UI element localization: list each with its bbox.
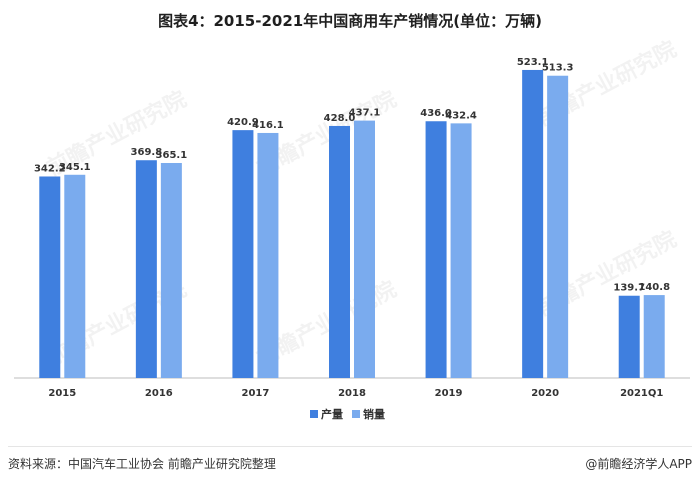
data-label: 416.1	[252, 120, 284, 131]
chart-title: 图表4：2015-2021年中国商用车产销情况(单位：万辆)	[158, 12, 542, 30]
data-label: 342.2	[34, 163, 66, 174]
x-tick-label: 2018	[338, 388, 366, 399]
bar-sales-2017	[257, 132, 279, 378]
source-note: 资料来源：中国汽车工业协会 前瞻产业研究院整理	[8, 457, 276, 471]
bar-sales-2016	[160, 162, 182, 378]
data-label: 369.8	[131, 147, 163, 158]
bar-sales-2021Q1	[643, 295, 665, 378]
bar-production-2018	[329, 125, 350, 378]
bar-production-2020	[522, 69, 544, 379]
data-label: 420.9	[227, 117, 259, 128]
x-tick-label: 2016	[145, 388, 173, 399]
bar-sales-2018	[354, 120, 375, 378]
data-label: 432.4	[445, 110, 477, 121]
legend: 产量 销量	[310, 407, 385, 421]
x-tick-label: 2017	[242, 388, 270, 399]
bar-production-2016	[135, 160, 157, 378]
bar-sales-2019	[450, 123, 472, 378]
legend-label-production: 产量	[321, 407, 343, 421]
x-tick-label: 2015	[48, 388, 76, 399]
data-label: 437.1	[349, 108, 381, 119]
x-tick-label: 2019	[435, 388, 463, 399]
data-label: 139.7	[613, 283, 645, 294]
bar-sales-2015	[64, 174, 86, 378]
bar-production-2015	[39, 176, 61, 378]
bar-production-2017	[232, 130, 254, 378]
footer-divider	[8, 446, 692, 447]
x-tick-label: 2021Q1	[620, 388, 663, 399]
legend-label-sales: 销量	[363, 407, 385, 421]
data-label: 513.3	[542, 63, 574, 74]
data-label: 365.1	[156, 150, 188, 161]
legend-swatch-production	[310, 410, 318, 418]
bar-production-2021Q1	[618, 295, 640, 378]
data-label: 140.8	[638, 282, 670, 293]
x-tick-labels: 2015 2016 2017 2018 2019 2020 2021Q1	[48, 388, 663, 399]
bar-production-2019	[425, 121, 447, 378]
data-label: 436.0	[420, 108, 452, 119]
bar-sales-2020	[547, 75, 569, 379]
data-label: 345.1	[59, 162, 91, 173]
legend-swatch-sales	[352, 410, 360, 418]
x-tick-label: 2020	[531, 388, 559, 399]
brand-credit: @前瞻经济学人APP	[585, 457, 692, 471]
data-label: 523.1	[517, 57, 549, 68]
data-label: 428.0	[324, 113, 356, 124]
